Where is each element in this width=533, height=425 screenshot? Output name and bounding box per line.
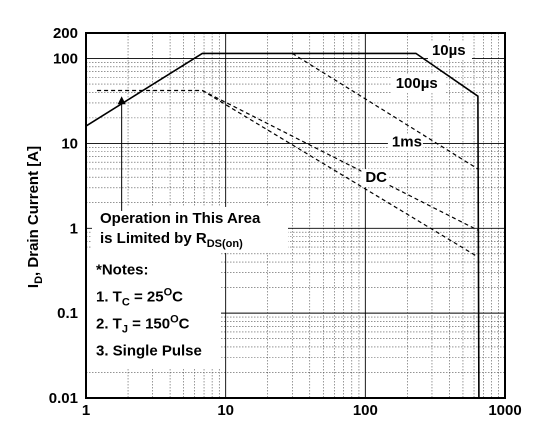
note-1: 1. TC = 25OC <box>96 286 183 308</box>
series-line-100s <box>291 52 479 170</box>
series-label-unit: µs <box>449 42 466 59</box>
y-axis-label-sub: D <box>33 276 45 284</box>
series-line-dc <box>97 89 479 258</box>
y-axis-label-rest: , Drain Current [A] <box>25 146 42 276</box>
notes-title: *Notes: <box>96 261 149 278</box>
note2-main: 2. T <box>96 315 122 332</box>
note1-sup: O <box>164 286 173 298</box>
series-line-10s <box>85 52 480 399</box>
series-label-10s: 10µs <box>432 42 466 59</box>
note1-rest: = 25 <box>130 288 164 305</box>
annotation-arrow-head <box>117 96 126 105</box>
series-line-1ms <box>202 89 479 231</box>
y-axis-label: ID, Drain Current [A] <box>25 146 45 288</box>
y-axis-label-main: I <box>25 284 42 288</box>
series-label-dc: DC <box>365 169 387 186</box>
area-annotation-line1: Operation in This Area <box>100 210 261 227</box>
series-label-bg <box>391 74 445 93</box>
series-label-main: 10 <box>432 42 449 59</box>
plot-frame <box>85 32 506 399</box>
y-tick-label: 10 <box>61 135 78 152</box>
note1-sub: C <box>122 296 130 308</box>
x-tick-label: 10 <box>217 402 234 419</box>
x-tick-label: 1000 <box>488 402 521 419</box>
note-2: 2. TJ = 150OC <box>96 313 190 335</box>
y-tick-label: 1 <box>70 220 78 237</box>
area-annotation-line2: is Limited by RDS(on) <box>100 230 243 250</box>
ticks-layer: 1 10 100 1000 0.01 0.1 1 10 100 200 <box>49 25 522 419</box>
series-label-unit: µs <box>421 75 438 92</box>
notes-box <box>87 250 221 368</box>
y-tick-label: 0.01 <box>49 390 78 407</box>
note2-rest: = 150 <box>128 315 170 332</box>
series-label-1ms: 1ms <box>392 133 422 150</box>
series-layer <box>85 52 480 399</box>
series-label-bg <box>387 133 423 152</box>
series-label-bg <box>427 42 472 61</box>
note1-end: C <box>172 288 183 305</box>
note2-end: C <box>179 315 190 332</box>
y-tick-label: 0.1 <box>57 305 78 322</box>
note-3: 3. Single Pulse <box>96 342 202 359</box>
series-label-main: DC <box>365 169 387 186</box>
series-label-main: 100 <box>396 75 421 92</box>
series-label-bg <box>361 169 388 188</box>
x-tick-label: 100 <box>353 402 378 419</box>
y-tick-label: 100 <box>53 51 78 68</box>
area-annotation-sub: DS(on) <box>207 238 243 250</box>
area-annotation-box <box>92 206 288 253</box>
series-label-100s: 100µs <box>396 75 438 92</box>
area-annotation-main: is Limited by R <box>100 230 207 247</box>
series-label-main: 1ms <box>392 133 422 150</box>
y-tick-label: 200 <box>53 25 78 42</box>
x-tick-label: 1 <box>82 402 90 419</box>
note2-sup: O <box>170 313 179 325</box>
note2-sub: J <box>122 323 128 335</box>
note1-main: 1. T <box>96 288 122 305</box>
